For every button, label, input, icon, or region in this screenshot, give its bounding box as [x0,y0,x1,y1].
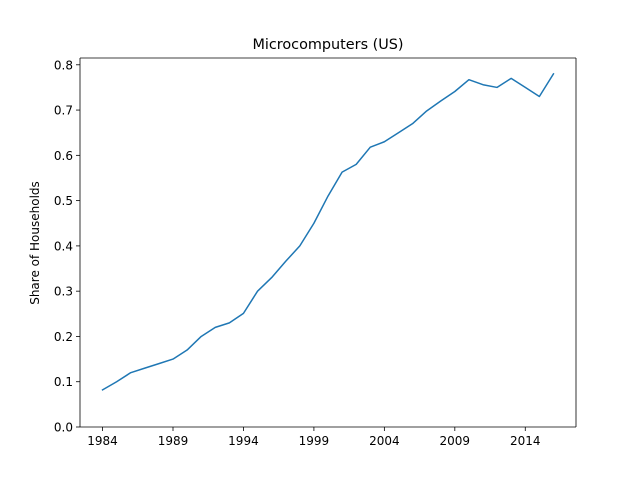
y-tick-label: 0.7 [54,104,73,118]
x-tick-label: 1989 [158,434,189,448]
x-tick-label: 1999 [299,434,330,448]
plot-area: 1984 1989 1994 1999 2004 2009 2014 0.0 0.1 0.2 0.3… [54,57,577,448]
x-tick-label: 2004 [369,434,400,448]
x-tick-label: 2009 [440,434,471,448]
y-tick-label: 0.4 [54,239,73,253]
y-tick-label: 0.0 [54,421,73,435]
y-axis-label: Share of Households [28,181,42,305]
y-tick-label: 0.3 [54,285,73,299]
y-tick-label: 0.6 [54,149,73,163]
chart-title: Microcomputers (US) [252,37,403,53]
x-tick-label: 1994 [228,434,259,448]
y-tick-label: 0.1 [54,375,73,389]
series-line-0 [101,72,555,391]
y-tick-label: 0.2 [54,330,73,344]
x-tick-label: 1984 [87,434,118,448]
x-tick-label: 2014 [510,434,541,448]
y-tick-label: 0.5 [54,194,73,208]
y-tick-label: 0.8 [54,58,73,72]
